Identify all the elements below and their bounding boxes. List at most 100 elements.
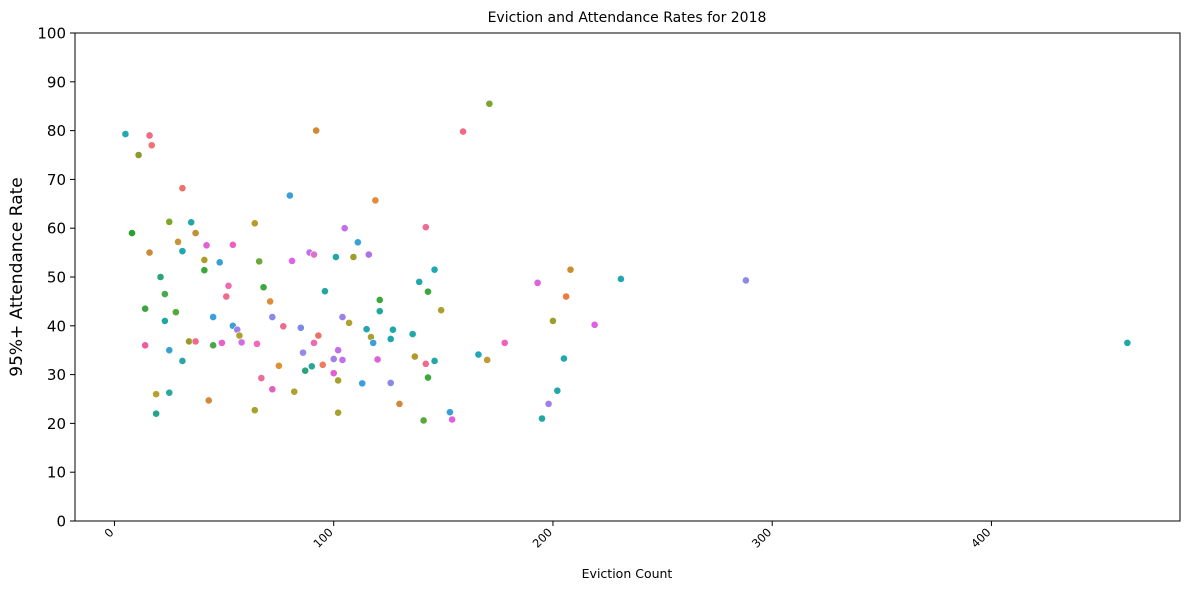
plot-frame	[74, 32, 1181, 522]
data-point	[617, 275, 625, 283]
data-point	[421, 223, 430, 232]
y-tick-label: 0	[56, 513, 66, 531]
data-point	[373, 355, 382, 364]
data-point	[191, 229, 200, 237]
data-point	[299, 348, 307, 357]
data-point	[121, 130, 130, 138]
data-point	[288, 256, 296, 265]
data-point	[296, 323, 305, 332]
data-point	[152, 390, 161, 399]
data-point	[253, 339, 261, 348]
data-point	[421, 359, 430, 368]
data-point	[128, 229, 136, 237]
data-point	[147, 141, 156, 150]
y-tick-label: 40	[47, 317, 66, 335]
data-point	[204, 396, 213, 405]
data-point	[338, 313, 347, 321]
data-point	[340, 224, 349, 233]
data-point	[200, 266, 209, 275]
data-point	[215, 258, 224, 267]
data-point	[500, 338, 509, 347]
data-point	[334, 376, 342, 385]
data-point	[369, 338, 378, 347]
data-point	[202, 241, 211, 250]
data-point	[141, 341, 150, 350]
data-point	[353, 238, 362, 247]
data-point	[228, 240, 237, 249]
data-point	[415, 277, 424, 286]
data-point	[386, 378, 395, 387]
data-point	[217, 338, 226, 347]
y-axis-label: 95%+ Attendance Rate	[7, 177, 27, 377]
data-point	[268, 313, 277, 321]
data-point	[446, 408, 454, 417]
data-point	[255, 257, 264, 266]
data-point	[224, 281, 233, 290]
data-point	[566, 265, 575, 274]
data-point	[345, 318, 353, 327]
x-axis-label: Eviction Count	[582, 566, 673, 581]
data-point	[266, 297, 275, 306]
data-point	[410, 352, 419, 361]
data-point	[145, 131, 154, 140]
data-point	[268, 385, 277, 394]
data-point	[318, 360, 327, 369]
data-point	[408, 330, 417, 338]
data-point	[483, 356, 492, 364]
data-point	[160, 290, 169, 298]
data-point	[371, 196, 380, 205]
data-point	[174, 237, 182, 246]
data-point	[362, 325, 371, 334]
y-tick-label: 30	[47, 366, 66, 384]
data-point	[459, 127, 467, 136]
data-point	[165, 217, 174, 226]
plot-area: 0 10 20 30 40 50 60 70 80 90 100 0 100 200 300 400	[37, 25, 1181, 551]
data-point	[290, 387, 299, 396]
data-point	[178, 247, 187, 256]
data-point	[560, 354, 568, 363]
data-point	[419, 416, 428, 425]
data-point	[237, 338, 246, 347]
data-point	[165, 346, 174, 355]
data-point	[152, 409, 161, 418]
data-point	[329, 355, 338, 363]
data-point	[544, 399, 553, 408]
data-point	[285, 191, 294, 200]
data-point	[375, 296, 384, 304]
data-point	[178, 184, 187, 193]
y-tick-label: 90	[47, 73, 66, 91]
data-point	[160, 317, 169, 325]
data-point	[250, 219, 259, 228]
data-point	[156, 273, 165, 281]
data-point	[334, 408, 342, 417]
data-point	[485, 99, 494, 108]
data-point	[200, 256, 209, 264]
data-point	[389, 325, 397, 334]
x-tick-label: 100	[310, 525, 335, 550]
data-point	[141, 304, 150, 313]
y-tick-label: 10	[47, 464, 66, 482]
data-point	[741, 276, 750, 285]
data-point	[279, 322, 288, 331]
chart-title: Eviction and Attendance Rates for 2018	[488, 10, 767, 26]
data-point	[307, 362, 316, 371]
y-tick-label: 80	[47, 122, 66, 140]
data-point	[364, 250, 373, 259]
data-point	[310, 250, 318, 259]
data-point	[222, 292, 231, 301]
data-point	[549, 317, 557, 325]
data-point	[437, 306, 446, 315]
data-point	[191, 337, 200, 346]
data-point	[1123, 338, 1132, 347]
data-point	[474, 350, 483, 359]
data-point	[165, 388, 174, 397]
y-tick-label: 20	[47, 415, 66, 433]
data-point	[250, 406, 259, 415]
data-point	[424, 373, 432, 382]
x-tick-label: 400	[968, 525, 993, 550]
data-point	[312, 126, 321, 135]
data-point	[235, 331, 244, 340]
data-point	[448, 415, 456, 424]
